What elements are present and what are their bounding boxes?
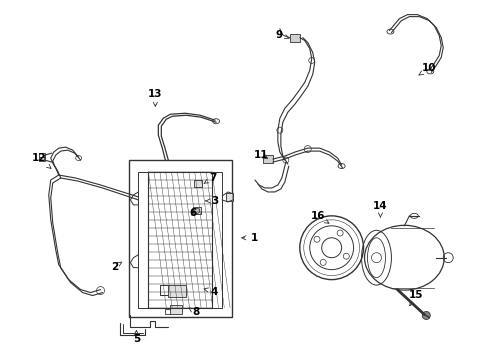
- Text: 3: 3: [205, 196, 218, 206]
- Text: 11: 11: [253, 150, 267, 160]
- Text: 5: 5: [133, 330, 140, 345]
- Bar: [170, 305, 182, 315]
- Bar: [193, 207, 201, 214]
- Bar: [168, 285, 186, 297]
- Bar: [138, 172, 148, 307]
- Bar: [212, 172, 222, 307]
- Text: 15: 15: [408, 289, 423, 306]
- Circle shape: [422, 311, 429, 319]
- Text: 14: 14: [372, 201, 387, 217]
- Text: 1: 1: [241, 233, 257, 243]
- Bar: [225, 193, 233, 201]
- Text: 4: 4: [203, 287, 217, 297]
- Bar: [130, 315, 168, 328]
- Text: 9: 9: [275, 30, 288, 40]
- Bar: [129, 160, 232, 318]
- Bar: [289, 33, 299, 41]
- Text: 12: 12: [32, 153, 51, 168]
- Bar: [39, 153, 45, 161]
- Text: 13: 13: [148, 89, 163, 106]
- Text: 16: 16: [310, 211, 328, 223]
- Text: 7: 7: [203, 173, 216, 183]
- Text: 2: 2: [111, 262, 122, 272]
- Text: 6: 6: [189, 208, 197, 218]
- Bar: [194, 180, 202, 187]
- Text: 10: 10: [418, 63, 436, 75]
- Bar: [263, 155, 272, 163]
- Circle shape: [194, 208, 199, 213]
- Text: 8: 8: [189, 307, 200, 318]
